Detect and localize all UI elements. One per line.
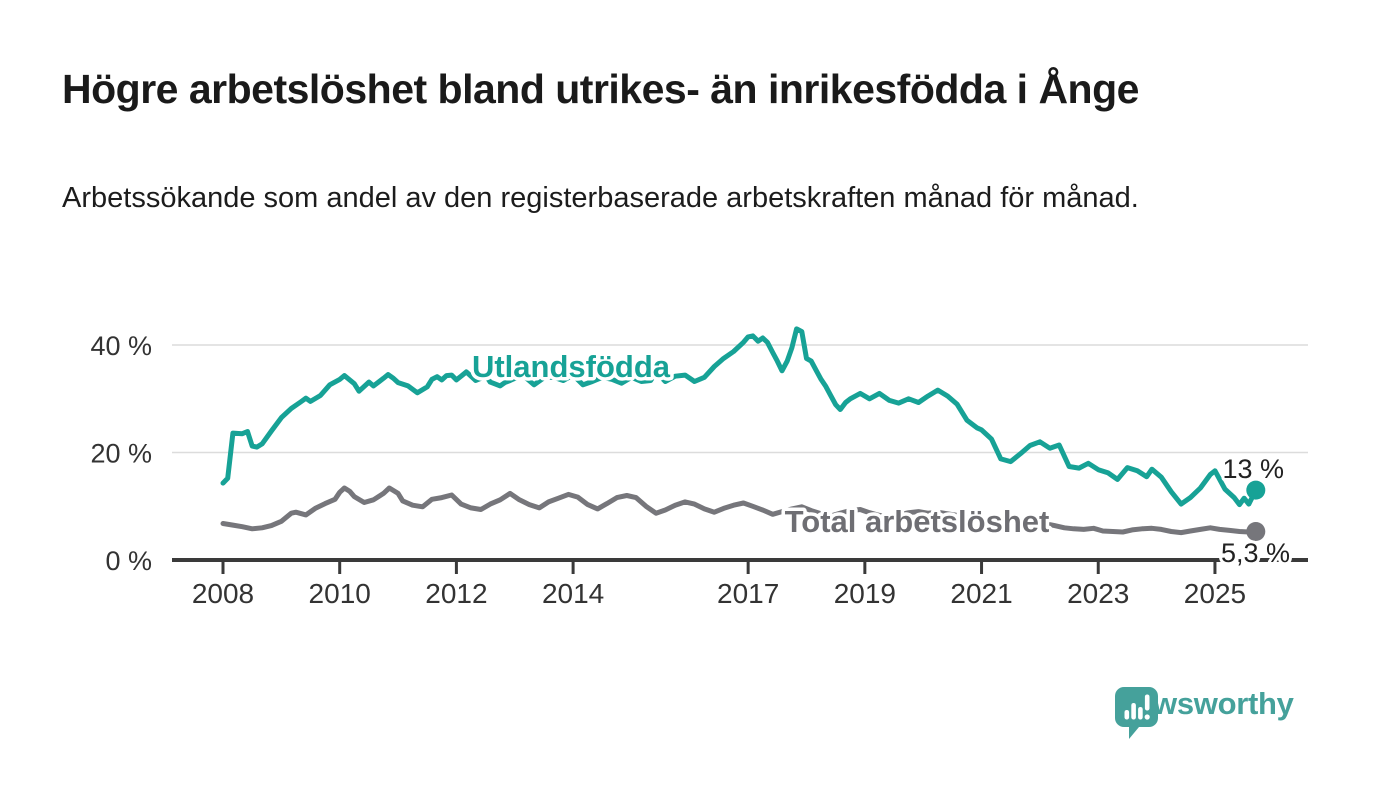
x-axis-tick-label: 2008 — [192, 578, 254, 609]
series-end-dot-utlandsfodda — [1246, 480, 1266, 500]
chart-subtitle: Arbetssökande som andel av den registerb… — [62, 182, 1139, 214]
x-axis-tick-label: 2014 — [542, 578, 604, 609]
x-axis-tick-label: 2010 — [309, 578, 371, 609]
end-value-label-total: 5,3 % — [1221, 538, 1290, 568]
x-axis-tick-label: 2019 — [834, 578, 896, 609]
x-axis-group: 2008 2010 2012 2014 2017 2019 2021 2023 2025 — [172, 558, 1308, 609]
y-axis-tick-label: 40 % — [90, 331, 152, 361]
y-axis-tick-label: 0 % — [105, 546, 152, 576]
newsworthy-logo: Newsworthy — [1114, 686, 1294, 739]
newsworthy-bubble-chart-icon — [1115, 687, 1158, 739]
series-group — [220, 326, 1266, 542]
page-title: Högre arbetslöshet bland utrikes- än inr… — [62, 66, 1139, 112]
series-line-total — [220, 485, 1259, 536]
gridlines-group: 0 % 20 % 40 % — [90, 331, 1308, 576]
series-end-dot-total — [1246, 522, 1266, 542]
end-value-label-utlandsfodda: 13 % — [1222, 454, 1284, 484]
y-axis-tick-label: 20 % — [90, 439, 152, 469]
x-axis-tick-label: 2012 — [425, 578, 487, 609]
x-axis-tick-label: 2023 — [1067, 578, 1129, 609]
x-axis-tick-label: 2021 — [950, 578, 1012, 609]
x-axis-tick-label: 2025 — [1184, 578, 1246, 609]
x-axis-tick-label: 2017 — [717, 578, 779, 609]
series-line-utlandsfodda — [220, 326, 1259, 508]
series-label-utlandsfodda: Utlandsfödda — [472, 349, 671, 384]
series-label-total-arbetsloshet: Total arbetslöshet — [785, 504, 1050, 539]
